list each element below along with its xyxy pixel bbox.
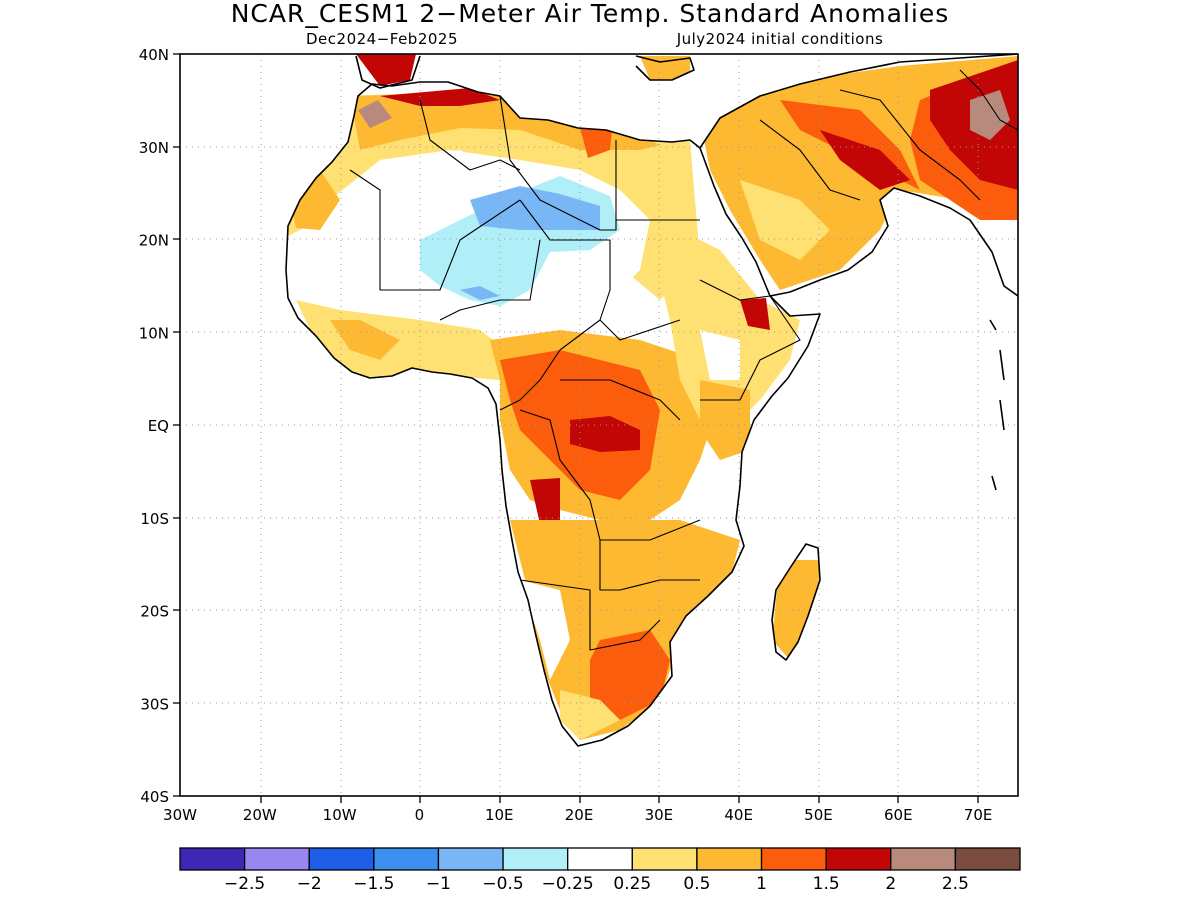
y-tick-label: 20S — [140, 603, 169, 621]
y-axis-tick-labels: 40N 30N 20N 10N EQ 10S 20S 30S 40S — [139, 46, 169, 806]
x-tick-label: 20E — [565, 806, 594, 824]
colorbar-swatch — [696, 847, 763, 871]
x-tick-label: 20W — [243, 806, 277, 824]
colorbar-swatch — [437, 847, 504, 871]
y-tick-label: 10S — [140, 510, 169, 528]
x-tick-label: 10W — [323, 806, 357, 824]
x-tick-label: 0 — [415, 806, 425, 824]
y-tick-label: 10N — [139, 324, 169, 342]
colorbar-label: −1.5 — [353, 874, 394, 894]
colorbar-swatch — [243, 847, 310, 871]
colorbar-swatch — [567, 847, 633, 871]
y-tick-label: 20N — [139, 232, 169, 250]
colorbar-label: 1 — [756, 874, 767, 894]
chart-title: NCAR_CESM1 2−Meter Air Temp. Standard An… — [231, 0, 950, 28]
x-tick-label: 30E — [645, 806, 674, 824]
x-tick-label: 50E — [804, 806, 833, 824]
colorbar-label: −2 — [297, 874, 322, 894]
colorbar-swatch — [373, 847, 440, 871]
x-tick-label: 70E — [964, 806, 993, 824]
x-axis-tick-labels: 30W 20W 10W 0 10E 20E 30E 40E 50E 60E 70E — [163, 806, 992, 824]
colorbar-label: 2.5 — [942, 874, 969, 894]
colorbar-label: 0.5 — [683, 874, 710, 894]
coastlines — [285, 54, 1018, 747]
colorbar-label: 0.25 — [613, 874, 651, 894]
colorbar-swatch — [890, 847, 957, 871]
y-tick-label: 30N — [139, 139, 169, 157]
colorbar-swatch — [631, 847, 698, 871]
map-plot-area — [173, 53, 1019, 803]
y-tick-label: 30S — [140, 695, 169, 713]
x-tick-label: 30W — [163, 806, 197, 824]
colorbar-labels: −2.5 −2 −1.5 −1 −0.5 −0.25 0.25 0.5 1 1.5 2 2.5 — [224, 874, 969, 894]
colorbar-swatch — [760, 847, 827, 871]
season-label: Dec2024−Feb2025 — [306, 30, 458, 48]
colorbar-swatch — [954, 847, 1021, 871]
x-tick-label: 10E — [485, 806, 514, 824]
colorbar-swatch — [308, 847, 375, 871]
colorbar-label: 1.5 — [813, 874, 840, 894]
graticule — [180, 54, 1018, 796]
x-tick-label: 40E — [724, 806, 753, 824]
colorbar-swatch — [179, 847, 246, 871]
colorbar — [179, 847, 1021, 871]
country-borders — [349, 69, 1018, 651]
colorbar-label: −2.5 — [224, 874, 265, 894]
y-tick-label: 40N — [139, 46, 169, 64]
tick-marks — [173, 53, 979, 803]
colorbar-swatch — [502, 847, 569, 871]
colorbar-swatch — [825, 847, 892, 871]
colorbar-label: 2 — [885, 874, 896, 894]
colorbar-label: −0.5 — [482, 874, 523, 894]
colorbar-label: −1 — [426, 874, 451, 894]
colorbar-label: −0.25 — [542, 874, 594, 894]
y-tick-label: 40S — [140, 788, 169, 806]
y-tick-label: EQ — [148, 417, 169, 435]
x-tick-label: 60E — [884, 806, 913, 824]
initial-conditions-label: July2024 initial conditions — [676, 30, 884, 48]
